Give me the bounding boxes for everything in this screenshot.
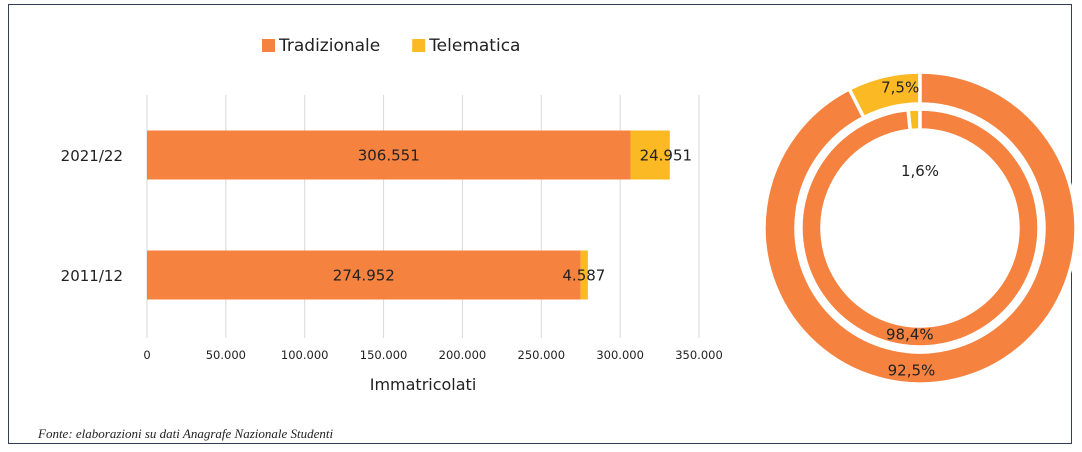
bar-segment (147, 130, 631, 180)
x-tick-label: 0 (143, 348, 150, 362)
bar-data-label: 24.951 (640, 147, 693, 165)
donut-data-label: 92,5% (888, 362, 936, 380)
x-tick-label: 300.000 (596, 348, 644, 362)
x-tick-label: 250.000 (518, 348, 566, 362)
bar-segment (580, 250, 588, 300)
bar-data-label: 4.587 (562, 267, 605, 285)
stacked-bar-chart: 0 50.000 100.000 150.000 200.000 250.000 300.0… (61, 36, 723, 394)
y-category-label: 2011/12 (61, 267, 123, 285)
x-tick-label: 100.000 (281, 348, 329, 362)
legend-label: Tradizionale (278, 36, 380, 56)
bar-data-label: 274.952 (333, 267, 395, 285)
x-tick-label: 150.000 (360, 348, 408, 362)
x-tick-label: 50.000 (206, 348, 246, 362)
bar-data-label: 306.551 (358, 147, 420, 165)
x-tick-label: 200.000 (439, 348, 487, 362)
legend-label: Telematica (428, 36, 520, 56)
y-category-label: 2021/22 (61, 147, 123, 165)
x-axis-title: Immatricolati (370, 375, 477, 394)
legend-swatch (262, 39, 275, 52)
source-note: Fonte: elaborazioni su dati Anagrafe Naz… (38, 426, 334, 441)
donut-chart: 92,5% 7,5% 98,4% 1,6% (762, 70, 1078, 386)
bar-segment (147, 250, 581, 300)
donut-data-label: 7,5% (881, 78, 919, 96)
bar-segment (630, 130, 670, 180)
legend-swatch (412, 39, 426, 52)
donut-slice (762, 70, 1078, 386)
donut-data-label: 98,4% (886, 326, 934, 344)
x-tick-label: 350.000 (675, 348, 723, 362)
donut-data-label: 1,6% (901, 162, 939, 180)
donut-slice (799, 107, 1041, 349)
